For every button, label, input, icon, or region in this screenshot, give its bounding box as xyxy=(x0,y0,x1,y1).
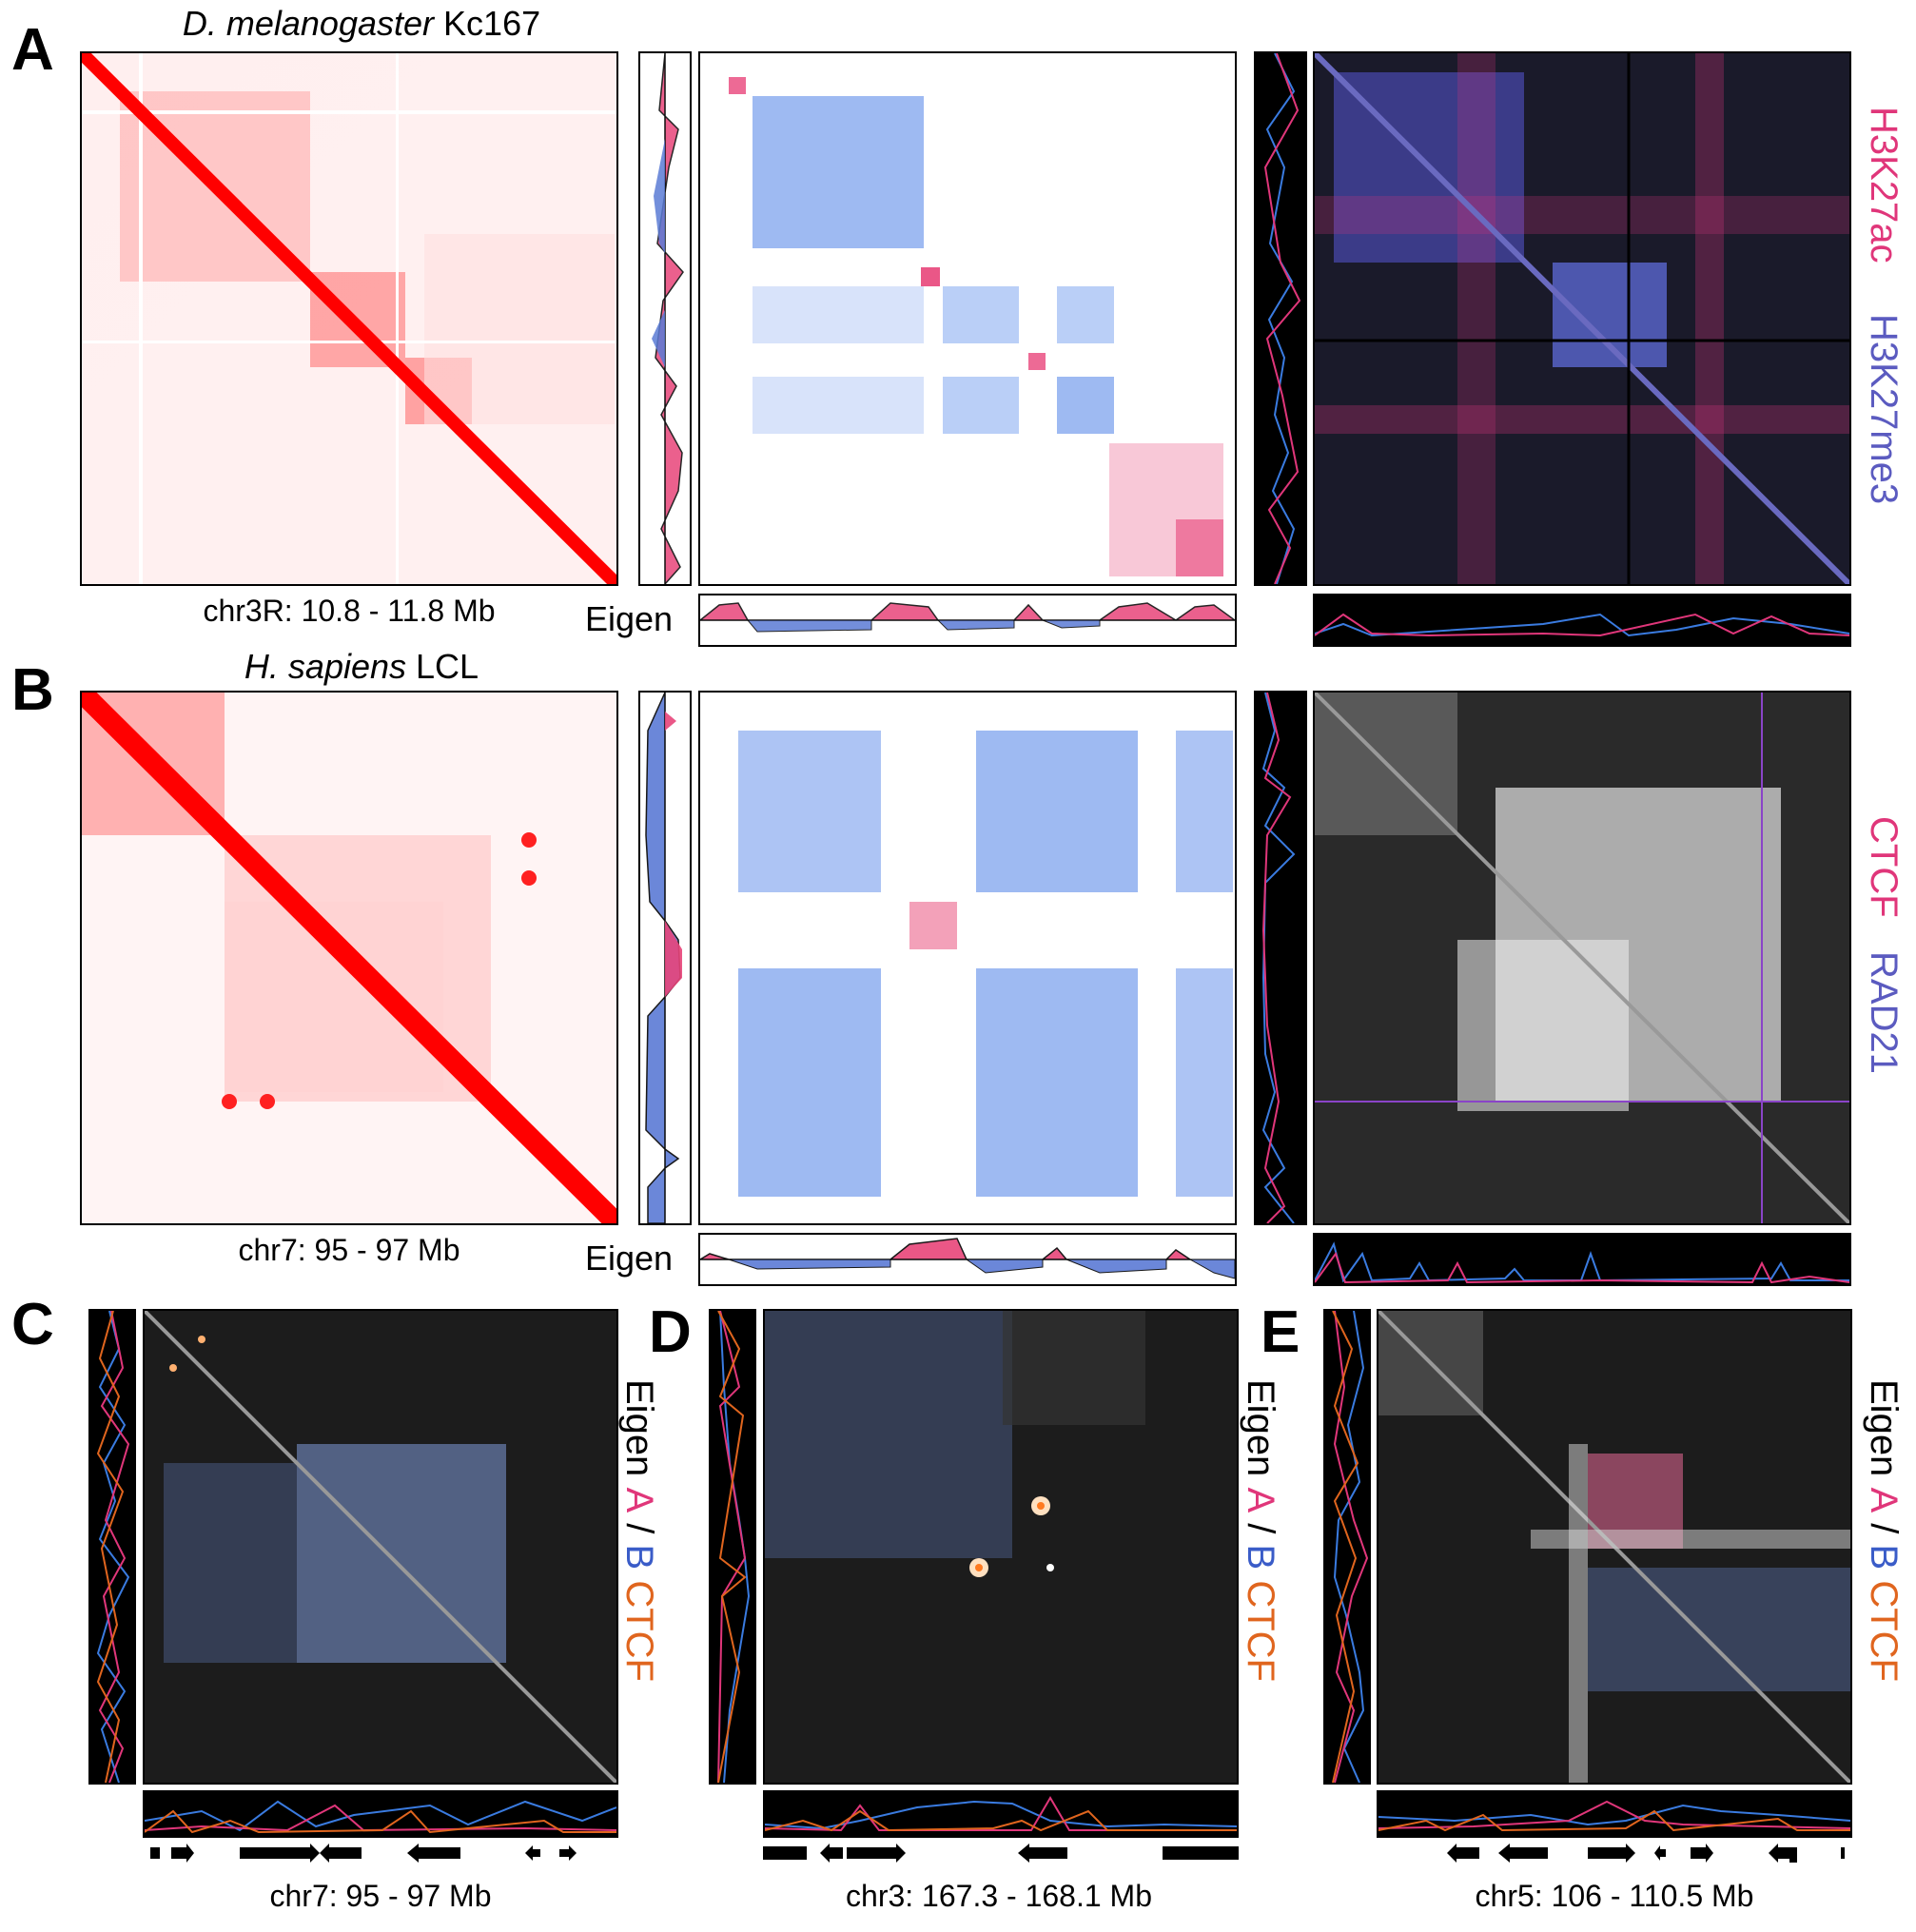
panel-d-horizontal-track xyxy=(763,1790,1239,1838)
panel-b-caption: chr7: 95 - 97 Mb xyxy=(238,1233,460,1267)
panel-b-chip-overlay-matrix xyxy=(1313,691,1851,1225)
panel-e-matrix xyxy=(1377,1309,1852,1785)
panel-c-horizontal-track xyxy=(143,1790,618,1838)
legend-e-b: B xyxy=(1863,1544,1905,1571)
panel-b-eigen-label: Eigen xyxy=(585,1239,674,1278)
panel-a-eigen-horizontal-track xyxy=(698,594,1237,647)
legend-d-b: B xyxy=(1240,1544,1281,1571)
legend-e-ctcf: CTCF xyxy=(1863,1580,1905,1682)
panel-letter-c: C xyxy=(11,1292,54,1357)
panel-a-chip-vertical-track xyxy=(1254,51,1307,586)
legend-e-a: A xyxy=(1863,1487,1905,1513)
legend-c-b: B xyxy=(618,1544,660,1571)
panel-letter-b: B xyxy=(11,657,54,723)
panel-e-legend: Eigen A / B CTCF xyxy=(1863,1379,1905,1682)
panel-a-eigen-label: Eigen xyxy=(585,599,674,638)
panel-c-legend: Eigen A / B CTCF xyxy=(618,1379,660,1682)
panel-c-gene-track xyxy=(143,1844,618,1863)
panel-a-chip-overlay-matrix xyxy=(1313,51,1851,586)
panel-a-label-h3k27me3: H3K27me3 xyxy=(1863,314,1905,505)
panel-b-chip-horizontal-track xyxy=(1313,1233,1851,1286)
panel-b-species: H. sapiens xyxy=(244,647,407,686)
panel-letter-a: A xyxy=(11,17,54,83)
panel-b-eigen-vertical-track xyxy=(638,691,692,1225)
legend-d-a: A xyxy=(1240,1487,1281,1513)
panel-b-label-rad21: RAD21 xyxy=(1863,951,1905,1074)
panel-e-horizontal-track xyxy=(1377,1790,1852,1838)
panel-a-hic-heatmap xyxy=(80,51,618,586)
panel-b-chip-vertical-track xyxy=(1254,691,1307,1225)
legend-c-slash: / xyxy=(618,1523,660,1534)
panel-b-title: H. sapiens LCL xyxy=(143,647,580,687)
panel-a-label-h3k27ac: H3K27ac xyxy=(1863,107,1905,263)
panel-d-matrix xyxy=(763,1309,1239,1785)
legend-e-eigen: Eigen xyxy=(1863,1379,1905,1477)
panel-d-gene-track xyxy=(763,1844,1239,1863)
panel-b-label-ctcf: CTCF xyxy=(1863,816,1905,918)
panel-d-legend: Eigen A / B CTCF xyxy=(1240,1379,1281,1682)
panel-a-title: D. melanogaster Kc167 xyxy=(143,4,580,44)
legend-d-eigen: Eigen xyxy=(1240,1379,1281,1477)
panel-b-cell: LCL xyxy=(416,647,479,686)
panel-a-eigen-vertical-track xyxy=(638,51,692,586)
panel-b-eigen-horizontal-track xyxy=(698,1233,1237,1286)
legend-c-eigen: Eigen xyxy=(618,1379,660,1477)
legend-d-ctcf: CTCF xyxy=(1240,1580,1281,1682)
panel-a-species: D. melanogaster xyxy=(182,4,435,43)
panel-e-caption: chr5: 106 - 110.5 Mb xyxy=(1475,1879,1754,1913)
panel-letter-d: D xyxy=(649,1299,692,1365)
panel-c-caption: chr7: 95 - 97 Mb xyxy=(269,1879,492,1913)
panel-a-chip-horizontal-track xyxy=(1313,594,1851,647)
panel-a-compartment-matrix xyxy=(698,51,1237,586)
legend-d-slash: / xyxy=(1240,1523,1281,1534)
panel-e-vertical-track xyxy=(1323,1309,1371,1785)
panel-b-hic-heatmap xyxy=(80,691,618,1225)
legend-c-a: A xyxy=(618,1487,660,1513)
panel-c-vertical-track xyxy=(88,1309,136,1785)
legend-e-slash: / xyxy=(1863,1523,1905,1534)
panel-b-compartment-matrix xyxy=(698,691,1237,1225)
panel-letter-e: E xyxy=(1261,1299,1300,1365)
panel-d-caption: chr3: 167.3 - 168.1 Mb xyxy=(846,1879,1152,1913)
legend-c-ctcf: CTCF xyxy=(618,1580,660,1682)
panel-d-vertical-track xyxy=(709,1309,756,1785)
panel-a-cell: Kc167 xyxy=(443,4,541,43)
panel-e-gene-track xyxy=(1377,1844,1852,1863)
panel-c-matrix xyxy=(143,1309,618,1785)
panel-a-caption: chr3R: 10.8 - 11.8 Mb xyxy=(203,594,496,628)
